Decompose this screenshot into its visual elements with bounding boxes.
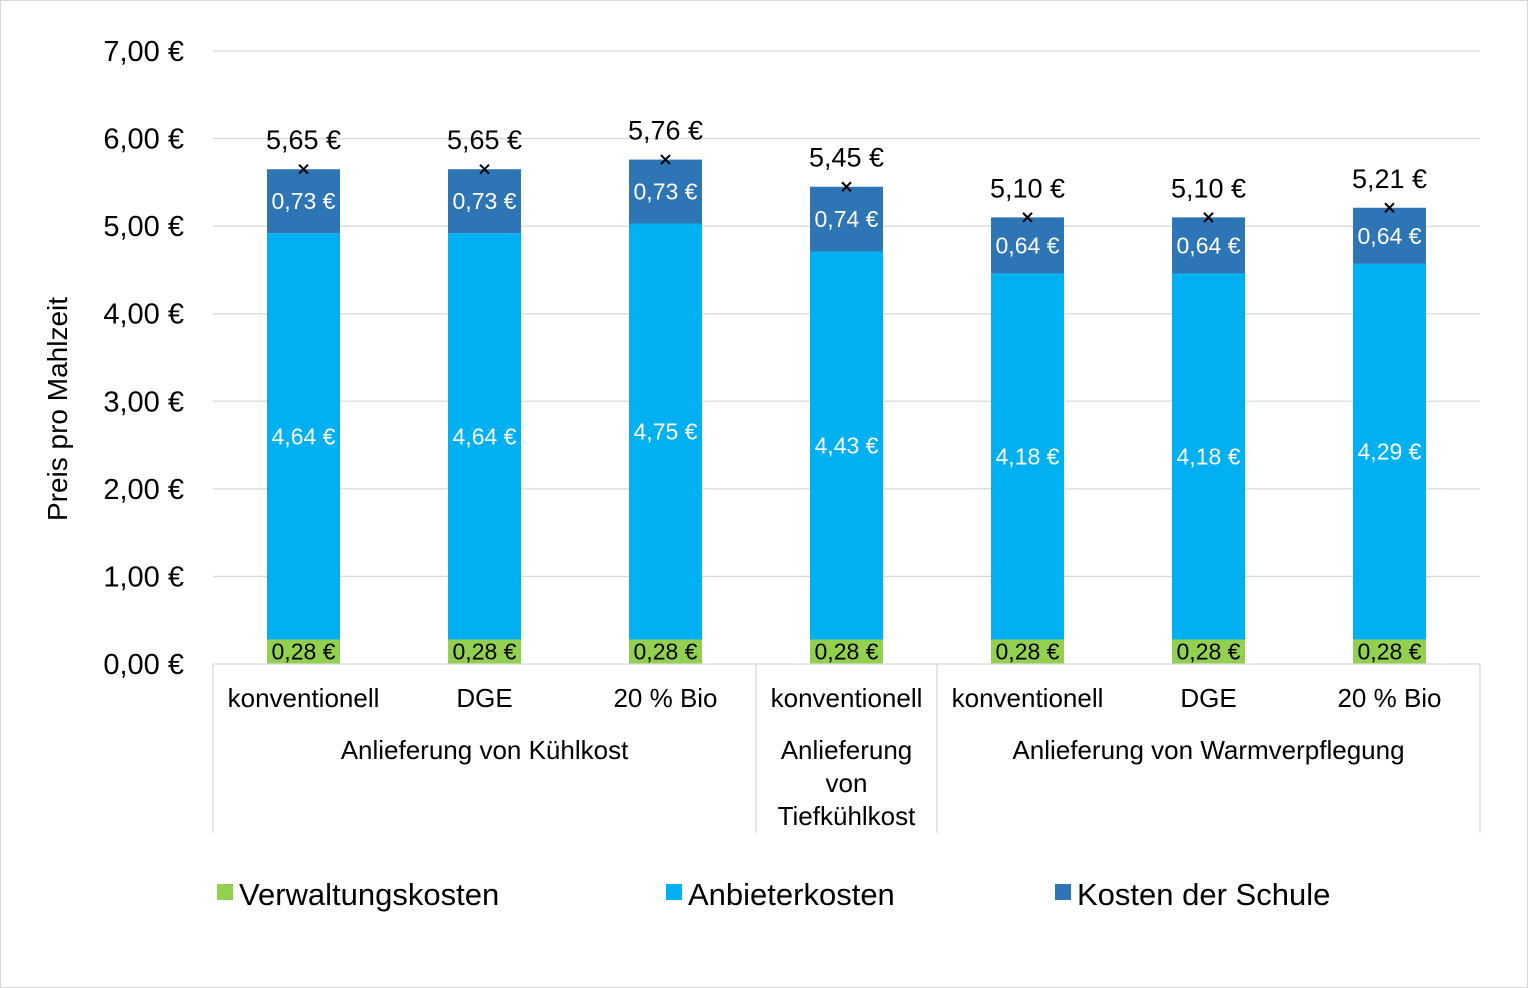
x-category-label: 20 % Bio [1337,683,1441,713]
bar-segment [267,639,340,664]
bar-segment [1353,263,1426,640]
bar-segment [991,217,1064,274]
x-group-label: von [826,768,868,798]
x-category-label: DGE [1180,683,1236,713]
bar-segment [448,639,521,664]
total-label: 5,10 € [1171,173,1246,203]
bar-segment [629,223,702,640]
total-marker [1203,212,1214,223]
data-label: 4,18 € [996,443,1060,469]
bar-segment [810,186,883,252]
bar-segment [629,159,702,224]
x-category-label: 20 % Bio [613,683,717,713]
x-category-label: konventionell [952,683,1104,713]
data-label: 4,64 € [272,423,336,449]
data-label: 4,18 € [1177,443,1241,469]
y-tick-label: 7,00 € [103,36,184,68]
bar-segment [448,233,521,640]
bar-segment [1353,207,1426,264]
y-tick-label: 2,00 € [103,474,184,506]
legend-swatch [666,884,682,900]
total-marker [841,181,852,192]
total-marker [1022,212,1033,223]
total-label: 5,65 € [266,125,341,155]
legend-swatch [1055,884,1071,900]
y-tick-label: 0,00 € [103,649,184,681]
total-label: 5,65 € [447,125,522,155]
data-label: 0,28 € [272,639,336,665]
data-label: 0,28 € [634,639,698,665]
x-group-label: Tiefkühlkost [778,801,917,831]
bar-segment [1353,639,1426,664]
data-label: 0,73 € [272,188,336,214]
data-label: 0,64 € [1358,223,1422,249]
total-label: 5,45 € [809,143,884,173]
x-group-label: Anlieferung von Warmverpflegung [1012,735,1404,765]
total-marker [298,164,309,175]
total-label: 5,76 € [628,116,703,146]
bar-segment [1172,217,1245,274]
data-label: 0,28 € [996,639,1060,665]
x-group-label: Anlieferung [781,735,913,765]
data-label: 0,28 € [1358,639,1422,665]
bar-segment [267,233,340,640]
legend-swatch [217,884,233,900]
data-label: 4,29 € [1358,439,1422,465]
data-label: 0,28 € [1177,639,1241,665]
bar-segment [991,639,1064,664]
data-label: 0,73 € [453,188,517,214]
total-label: 5,10 € [990,173,1065,203]
bar-segment [1172,273,1245,640]
legend-label: Anbieterkosten [688,877,895,912]
y-tick-label: 3,00 € [103,386,184,418]
bar-segment [1172,639,1245,664]
bar-segment [448,169,521,234]
x-category-label: DGE [456,683,512,713]
bar-segment [810,639,883,664]
x-category-label: konventionell [771,683,923,713]
total-label: 5,21 € [1352,164,1427,194]
x-group-label: Anlieferung von Kühlkost [341,735,629,765]
data-label: 4,43 € [815,433,879,459]
y-tick-label: 4,00 € [103,299,184,331]
data-label: 4,64 € [453,423,517,449]
y-tick-label: 5,00 € [103,211,184,243]
y-tick-label: 6,00 € [103,124,184,156]
y-tick-label: 1,00 € [103,561,184,593]
total-marker [660,154,671,165]
legend-label: Verwaltungskosten [239,877,499,912]
bar-segment [991,273,1064,640]
data-label: 0,73 € [634,179,698,205]
bar-segment [267,169,340,234]
x-category-label: konventionell [228,683,380,713]
bar-segment [629,639,702,664]
data-label: 0,28 € [453,639,517,665]
data-label: 0,64 € [996,232,1060,258]
bar-segment [810,251,883,640]
data-label: 0,28 € [815,639,879,665]
total-marker [479,164,490,175]
y-axis-title: Preis pro Mahlzeit [42,297,73,521]
total-marker [1384,202,1395,213]
data-label: 0,64 € [1177,232,1241,258]
data-label: 4,75 € [634,418,698,444]
legend-label: Kosten der Schule [1077,877,1330,912]
data-label: 0,74 € [815,206,879,232]
